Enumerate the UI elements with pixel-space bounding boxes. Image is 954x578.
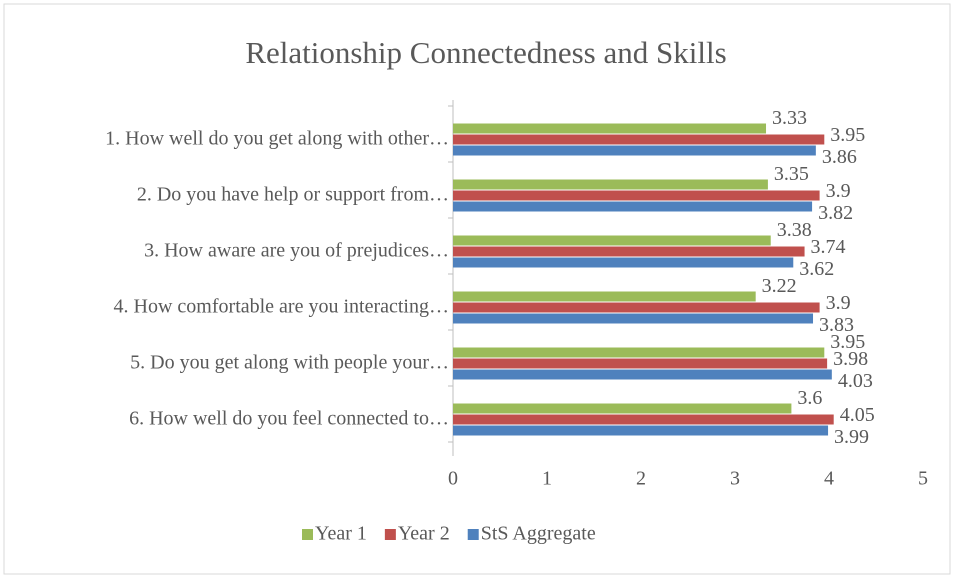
x-tick-label: 0 — [448, 468, 458, 490]
x-tick-label: 2 — [636, 468, 646, 490]
x-tick-label: 4 — [824, 468, 834, 490]
y-tick-label: 5. Do you get along with people your… — [130, 352, 449, 374]
bar — [453, 246, 805, 257]
data-label: 3.74 — [811, 236, 846, 258]
data-label: 3.22 — [762, 275, 797, 297]
data-label: 3.6 — [797, 387, 822, 409]
x-tick-label: 3 — [730, 468, 740, 490]
data-label: 3.98 — [833, 348, 868, 370]
data-label: 3.86 — [822, 146, 857, 168]
bar — [453, 414, 834, 425]
data-label: 3.83 — [819, 314, 854, 336]
bar — [453, 123, 767, 134]
x-tick-label: 1 — [542, 468, 552, 490]
y-tick-label: 3. How aware are you of prejudices… — [144, 240, 449, 262]
bar — [453, 403, 792, 414]
bar — [453, 291, 756, 302]
bar — [453, 313, 814, 324]
data-label: 3.95 — [830, 124, 865, 146]
bar — [453, 145, 816, 156]
bar — [453, 201, 813, 212]
bar — [453, 179, 768, 190]
data-label: 3.62 — [799, 258, 834, 280]
bar — [453, 134, 825, 145]
bar — [453, 190, 820, 201]
bar — [453, 235, 771, 246]
chart-title: Relationship Connectedness and Skills — [245, 35, 726, 70]
bar — [453, 302, 820, 313]
data-label: 4.05 — [840, 404, 875, 426]
chart-border — [3, 3, 951, 575]
legend-label: Year 2 — [398, 523, 450, 545]
legend-swatch — [302, 529, 313, 540]
legend-swatch — [467, 529, 479, 540]
data-label: 3.95 — [830, 331, 865, 353]
data-label: 3.9 — [826, 292, 851, 314]
bar — [453, 369, 832, 380]
bar — [453, 358, 828, 369]
y-tick-label: 1. How well do you get along with other… — [105, 128, 449, 150]
y-tick-label: 2. Do you have help or support from… — [137, 184, 449, 206]
data-label: 3.99 — [834, 426, 869, 448]
y-tick-label: 6. How well do you feel connected to… — [129, 408, 449, 430]
bar — [453, 257, 794, 268]
data-label: 3.9 — [826, 180, 851, 202]
legend-label: Year 1 — [315, 523, 367, 545]
x-tick-label: 5 — [918, 468, 928, 490]
data-label: 3.35 — [774, 163, 809, 185]
data-label: 3.33 — [772, 107, 807, 129]
legend-swatch — [384, 529, 396, 540]
data-label: 4.03 — [838, 370, 873, 392]
bar — [453, 425, 829, 436]
data-label: 3.38 — [777, 219, 812, 241]
data-label: 3.82 — [818, 202, 853, 224]
y-tick-label: 4. How comfortable are you interacting… — [114, 296, 449, 318]
bar — [453, 347, 825, 358]
legend-label: StS Aggregate — [481, 523, 596, 545]
